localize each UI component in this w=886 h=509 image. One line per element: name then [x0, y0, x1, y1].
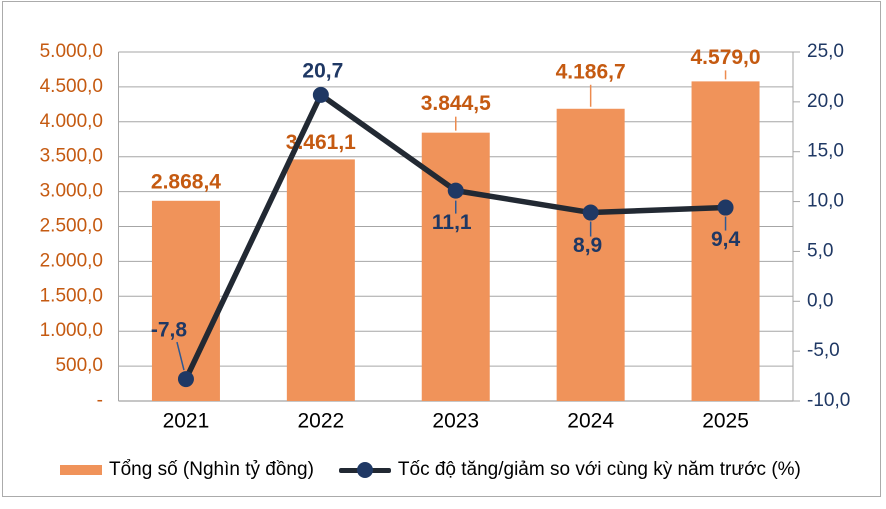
line-marker-2025[interactable] [717, 199, 734, 216]
line-marker-2022[interactable] [312, 86, 329, 103]
right-axis-tick-label: 5,0 [807, 240, 833, 261]
line-swatch-marker [356, 462, 373, 478]
right-axis-tick-label: 15,0 [807, 141, 844, 162]
x-axis-category-label: 2024 [567, 410, 614, 433]
left-axis-tick-label: 1.500,0 [40, 285, 103, 306]
right-axis-tick-label: -5,0 [807, 340, 840, 361]
right-axis-tick-label: 10,0 [807, 191, 844, 212]
bar-data-label: 2.868,4 [151, 170, 221, 193]
bar-2021[interactable] [151, 200, 220, 401]
line-data-label: 20,7 [302, 59, 343, 82]
right-axis-tick-label: 25,0 [807, 41, 844, 62]
legend-bar-label: Tổng số (Nghìn tỷ đồng) [109, 459, 314, 480]
line-label-leader [176, 341, 185, 371]
line-marker-2024[interactable] [582, 204, 599, 221]
bar-2024[interactable] [556, 108, 625, 401]
bar-data-label: 4.579,0 [691, 46, 761, 69]
bar-data-label: 4.186,7 [556, 60, 626, 83]
line-data-label: -7,8 [151, 319, 188, 342]
x-axis-category-label: 2022 [297, 410, 344, 433]
right-axis-tick-label: 0,0 [807, 290, 833, 311]
line-marker-2023[interactable] [447, 182, 464, 199]
legend-line-label: Tốc độ tăng/giảm so với cùng kỳ năm trướ… [397, 459, 801, 480]
right-axis-tick-label: 20,0 [807, 91, 844, 112]
x-axis-category-label: 2025 [702, 410, 749, 433]
line-series-swatch-icon [338, 461, 391, 479]
left-axis-tick-label: 4.000,0 [40, 111, 103, 132]
left-axis-tick-label: 3.000,0 [40, 181, 103, 202]
line-data-label: 9,4 [711, 228, 741, 251]
bar-2022[interactable] [286, 159, 355, 401]
right-axis-tick-label: -10,0 [807, 390, 850, 411]
x-axis-category-label: 2023 [432, 410, 479, 433]
legend-item-line-series[interactable]: Tốc độ tăng/giảm so với cùng kỳ năm trướ… [338, 459, 801, 481]
left-axis-tick-label: - [97, 390, 103, 411]
left-axis-tick-label: 2.000,0 [40, 250, 103, 271]
left-axis-tick-label: 2.500,0 [40, 216, 103, 237]
line-marker-2021[interactable] [177, 371, 194, 388]
legend-item-bar-series[interactable]: Tổng số (Nghìn tỷ đồng) [60, 459, 314, 481]
left-axis-tick-label: 3.500,0 [40, 146, 103, 167]
bar-series-swatch-icon [60, 465, 102, 475]
left-axis-tick-label: 500,0 [55, 355, 103, 376]
bar-2025[interactable] [691, 81, 760, 401]
bar-data-label: 3.844,5 [421, 92, 491, 115]
left-axis-tick-label: 4.500,0 [40, 76, 103, 97]
x-axis-category-label: 2021 [163, 410, 210, 433]
line-data-label: 11,1 [432, 211, 472, 234]
chart-legend: Tổng số (Nghìn tỷ đồng) Tốc độ tăng/giảm… [60, 457, 801, 483]
line-data-label: 8,9 [573, 234, 602, 257]
left-axis-tick-label: 1.000,0 [40, 320, 103, 341]
left-axis-tick-label: 5.000,0 [40, 41, 103, 62]
